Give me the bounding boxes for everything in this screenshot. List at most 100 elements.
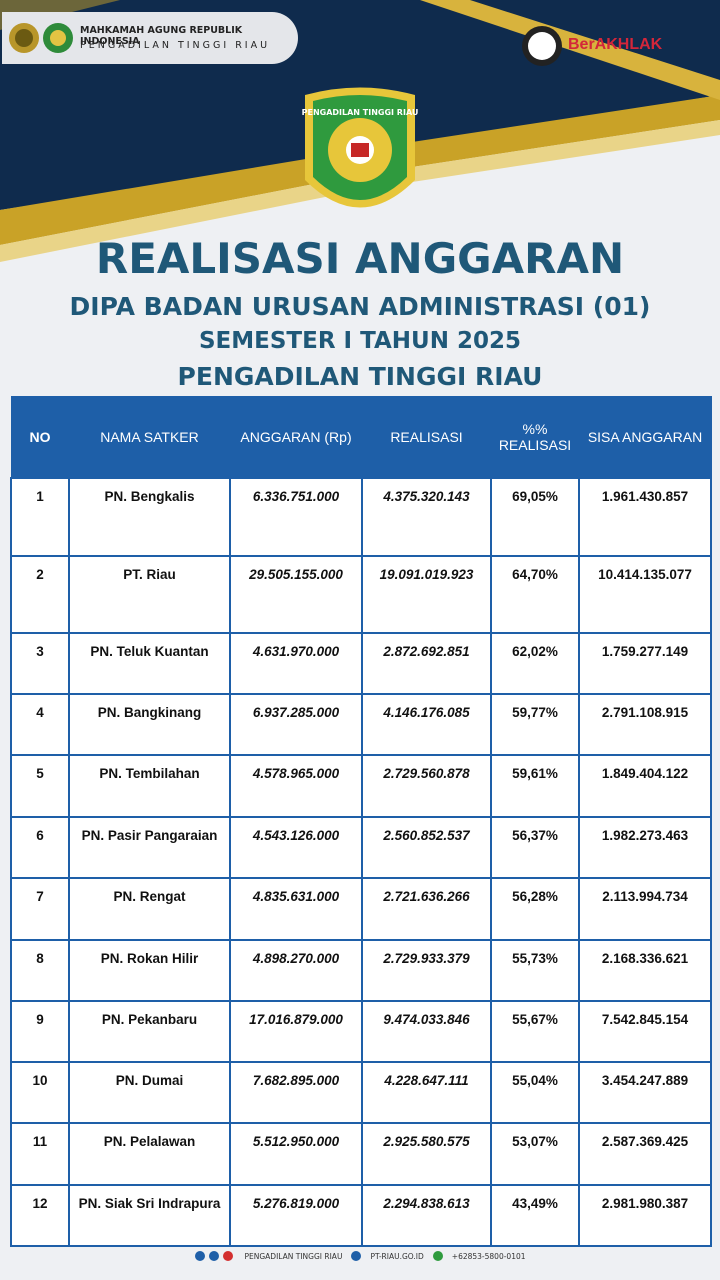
table-cell: PN. Pasir Pangaraian <box>68 816 231 879</box>
table-row: 4 PN. Bangkinang 6.937.285.000 4.146.176.08… <box>10 693 712 756</box>
table-cell: 7.682.895.000 <box>229 1061 363 1124</box>
table-cell: 53,07% <box>490 1122 580 1186</box>
table-cell: 1.961.430.857 <box>578 477 712 557</box>
table-cell: 4.631.970.000 <box>229 632 363 695</box>
table-cell: 55,67% <box>490 1000 580 1063</box>
table-cell: 11 <box>10 1122 70 1186</box>
subtitle: SEMESTER I TAHUN 2025 <box>198 328 522 354</box>
table-cell: 5 <box>10 754 70 818</box>
table-row: 9 PN. Pekanbaru 17.016.879.000 9.474.033.84… <box>10 1000 712 1063</box>
table-cell: PN. Bengkalis <box>68 477 231 557</box>
table-cell: 5.512.950.000 <box>229 1122 363 1186</box>
table-cell: PN. Pekanbaru <box>68 1000 231 1063</box>
table-cell: PN. Pelalawan <box>68 1122 231 1186</box>
table-cell: 10 <box>10 1061 70 1124</box>
table-cell: 2.729.560.878 <box>361 754 492 818</box>
table-cell: 4.578.965.000 <box>229 754 363 818</box>
table-cell: 55,04% <box>490 1061 580 1124</box>
footer-website: PT-RIAU.GO.ID <box>370 1251 424 1261</box>
table-cell: 2.925.580.575 <box>361 1122 492 1186</box>
table-cell: 9 <box>10 1000 70 1063</box>
whatsapp-icon <box>432 1251 443 1261</box>
table-cell: 2.791.108.915 <box>578 693 712 756</box>
table-cell: PN. Bangkinang <box>68 693 231 756</box>
column-header: NO <box>10 396 70 479</box>
table-cell: 10.414.135.077 <box>578 555 712 634</box>
table-cell: 2.981.980.387 <box>578 1184 712 1247</box>
akhlak-logo <box>522 26 562 66</box>
org-line2: PENGADILAN TINGGI RIAU <box>80 40 271 51</box>
table-row: 8 PN. Rokan Hilir 4.898.270.000 2.729.933.3… <box>10 939 712 1002</box>
footer-social: PENGADILAN TINGGI RIAU <box>244 1251 343 1261</box>
table-cell: 1.849.404.122 <box>578 754 712 818</box>
table-row: 6 PN. Pasir Pangaraian 4.543.126.000 2.560.… <box>10 816 712 879</box>
org-logos <box>9 23 73 53</box>
table-cell: 43,49% <box>490 1184 580 1247</box>
column-header: SISA ANGGARAN <box>578 396 712 479</box>
table-cell: 55,73% <box>490 939 580 1002</box>
budget-table: NO NAMA SATKER ANGGARAN (Rp) REALISASI%% RE… <box>10 396 712 1247</box>
table-cell: 29.505.155.000 <box>229 555 363 634</box>
table-cell: 2 <box>10 555 70 634</box>
column-header: ANGGARAN (Rp) <box>229 396 363 479</box>
emblem: PENGADILAN TINGGI RIAU <box>302 87 418 208</box>
table-cell: 9.474.033.846 <box>361 1000 492 1063</box>
column-header: NAMA SATKER <box>68 396 231 479</box>
table-cell: 2.721.636.266 <box>361 877 492 941</box>
table-cell: 6 <box>10 816 70 879</box>
table-cell: PN. Dumai <box>68 1061 231 1124</box>
table-cell: 2.294.838.613 <box>361 1184 492 1247</box>
table-row: 10 PN. Dumai 7.682.895.000 4.228.647.111 55,… <box>10 1061 712 1124</box>
table-cell: PN. Teluk Kuantan <box>68 632 231 695</box>
table-cell: 4.898.270.000 <box>229 939 363 1002</box>
table-cell: 3.454.247.889 <box>578 1061 712 1124</box>
table-cell: 12 <box>10 1184 70 1247</box>
table-cell: 6.336.751.000 <box>229 477 363 557</box>
table-cell: 4.543.126.000 <box>229 816 363 879</box>
table-cell: PN. Rengat <box>68 877 231 941</box>
table-row: 7 PN. Rengat 4.835.631.000 2.721.636.266 56,… <box>10 877 712 941</box>
footer-phone: +62853-5800-0101 <box>451 1251 526 1261</box>
table-cell: PN. Rokan Hilir <box>68 939 231 1002</box>
subtitle: DIPA BADAN URUSAN ADMINISTRASI (01) <box>69 292 651 321</box>
table-cell: PN. Tembilahan <box>68 754 231 818</box>
table-cell: 2.560.852.537 <box>361 816 492 879</box>
table-cell: 3 <box>10 632 70 695</box>
table-cell: 56,28% <box>490 877 580 941</box>
table-cell: 4.146.176.085 <box>361 693 492 756</box>
table-row: 11 PN. Pelalawan 5.512.950.000 2.925.580.57… <box>10 1122 712 1186</box>
web-icon <box>351 1251 362 1261</box>
column-header: REALISASI <box>361 396 492 479</box>
table-cell: 1 <box>10 477 70 557</box>
table-cell: 2.587.369.425 <box>578 1122 712 1186</box>
table-cell: 19.091.019.923 <box>361 555 492 634</box>
table-row: 3 PN. Teluk Kuantan 4.631.970.000 2.872.692… <box>10 632 712 695</box>
table-cell: 2.729.933.379 <box>361 939 492 1002</box>
table-row: 2 PT. Riau 29.505.155.000 19.091.019.923 64,… <box>10 555 712 634</box>
table-row: 12 PN. Siak Sri Indrapura 5.276.819.000 2.2… <box>10 1184 712 1247</box>
table-cell: 2.113.994.734 <box>578 877 712 941</box>
table-cell: PN. Siak Sri Indrapura <box>68 1184 231 1247</box>
title: REALISASI ANGGARAN <box>95 234 625 283</box>
column-header: %% REALISASI <box>490 396 580 479</box>
footer: PENGADILAN TINGGI RIAU PT-RIAU.GO.ID +62… <box>0 1246 720 1266</box>
table-cell: 2.168.336.621 <box>578 939 712 1002</box>
table-cell: 4.375.320.143 <box>361 477 492 557</box>
org-badge: MAHKAMAH AGUNG REPUBLIK INDONESIA PENGAD… <box>2 12 298 64</box>
table-cell: 5.276.819.000 <box>229 1184 363 1247</box>
table-cell: PT. Riau <box>68 555 231 634</box>
table-cell: 7.542.845.154 <box>578 1000 712 1063</box>
table-cell: 4.835.631.000 <box>229 877 363 941</box>
table-cell: 4 <box>10 693 70 756</box>
social-icons <box>195 1251 234 1261</box>
table-cell: 59,77% <box>490 693 580 756</box>
table-cell: 59,61% <box>490 754 580 818</box>
table-row: 5 PN. Tembilahan 4.578.965.000 2.729.560.87… <box>10 754 712 818</box>
table-cell: 64,70% <box>490 555 580 634</box>
subtitle: PENGADILAN TINGGI RIAU <box>177 362 543 391</box>
org-line1: MAHKAMAH AGUNG REPUBLIK INDONESIA <box>80 25 243 47</box>
table-cell: 7 <box>10 877 70 941</box>
table-cell: 2.872.692.851 <box>361 632 492 695</box>
